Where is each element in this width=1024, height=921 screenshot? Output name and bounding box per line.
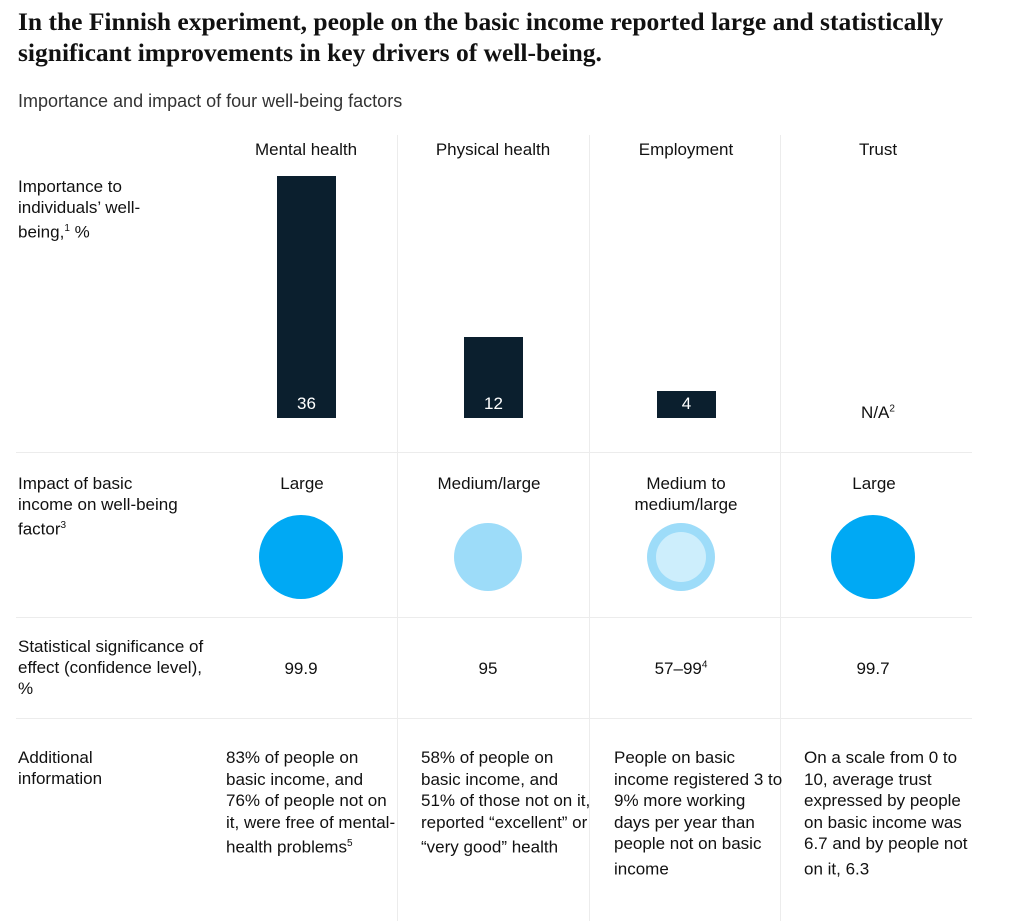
additional-info-text: 58% of people on basic income, and 51% o… bbox=[421, 748, 591, 857]
row-divider bbox=[16, 617, 972, 618]
additional-info-text: People on basic income registered 3 to 9… bbox=[614, 748, 783, 879]
impact-circle bbox=[831, 515, 915, 599]
row-label-additional: Additional information bbox=[18, 748, 103, 788]
impact-label: Medium to medium/large bbox=[634, 474, 738, 514]
bar-value-label: 4 bbox=[681, 393, 692, 413]
additional-info: On a scale from 0 to 10, average trust e… bbox=[804, 747, 974, 880]
row-label-text: Importance to individuals’ well-being, bbox=[18, 177, 141, 242]
significance-value: 99.9 bbox=[206, 659, 396, 679]
column-header: Mental health bbox=[254, 140, 358, 159]
column-divider bbox=[397, 135, 398, 921]
additional-info: People on basic income registered 3 to 9… bbox=[614, 747, 784, 880]
impact-label: Large bbox=[852, 474, 896, 493]
impact-circle bbox=[259, 515, 343, 599]
significance-value: 99.7 bbox=[778, 659, 968, 679]
bar: 4 bbox=[657, 391, 716, 418]
column-divider bbox=[589, 135, 590, 921]
row-label-impact: Impact of basic income on well-being fac… bbox=[18, 473, 178, 540]
significance-value: 95 bbox=[393, 659, 583, 679]
na-text: N/A bbox=[861, 403, 890, 422]
additional-info: 83% of people on basic income, and 76% o… bbox=[226, 747, 396, 858]
significance-text: 99.7 bbox=[856, 659, 890, 678]
row-divider bbox=[16, 452, 972, 453]
significance-value: 57–994 bbox=[586, 659, 776, 679]
row-label-text: Impact of basic income on well-being fac… bbox=[18, 474, 178, 539]
column-divider bbox=[780, 135, 781, 921]
additional-info-text: On a scale from 0 to 10, average trust e… bbox=[804, 748, 968, 879]
bar: 12 bbox=[464, 337, 523, 418]
footnote-marker: 2 bbox=[889, 403, 895, 415]
significance-text: 57–99 bbox=[654, 659, 702, 678]
na-label: N/A2 bbox=[783, 403, 973, 423]
impact-label: Medium/large bbox=[437, 474, 541, 493]
row-label-importance: Importance to individuals’ well-being,1 … bbox=[18, 176, 158, 243]
row-label-significance: Statistical significance of effect (conf… bbox=[18, 637, 204, 698]
bar-value-label: 12 bbox=[484, 393, 503, 413]
impact-circle bbox=[454, 523, 522, 591]
bar: 36 bbox=[277, 176, 336, 418]
row-label-unit: % bbox=[69, 222, 90, 242]
column-header: Physical health bbox=[435, 140, 551, 159]
impact-inner-circle bbox=[656, 532, 706, 582]
significance-text: 99.9 bbox=[284, 659, 318, 678]
footnote-marker: 5 bbox=[346, 838, 353, 849]
additional-info: 58% of people on basic income, and 51% o… bbox=[421, 747, 591, 858]
column-header: Trust bbox=[858, 140, 898, 159]
footnote-marker: 1 bbox=[64, 223, 70, 234]
chart-subtitle: Importance and impact of four well-being… bbox=[18, 91, 403, 111]
row-divider bbox=[16, 718, 972, 719]
additional-info-text: 83% of people on basic income, and 76% o… bbox=[226, 748, 396, 857]
bar-value-label: 36 bbox=[297, 394, 316, 413]
chart-title: In the Finnish experiment, people on the… bbox=[18, 7, 944, 67]
significance-text: 95 bbox=[478, 659, 498, 678]
column-header: Employment bbox=[638, 140, 734, 159]
footnote-marker: 3 bbox=[60, 520, 67, 531]
footnote-marker: 4 bbox=[701, 659, 708, 671]
impact-label: Large bbox=[280, 474, 324, 493]
